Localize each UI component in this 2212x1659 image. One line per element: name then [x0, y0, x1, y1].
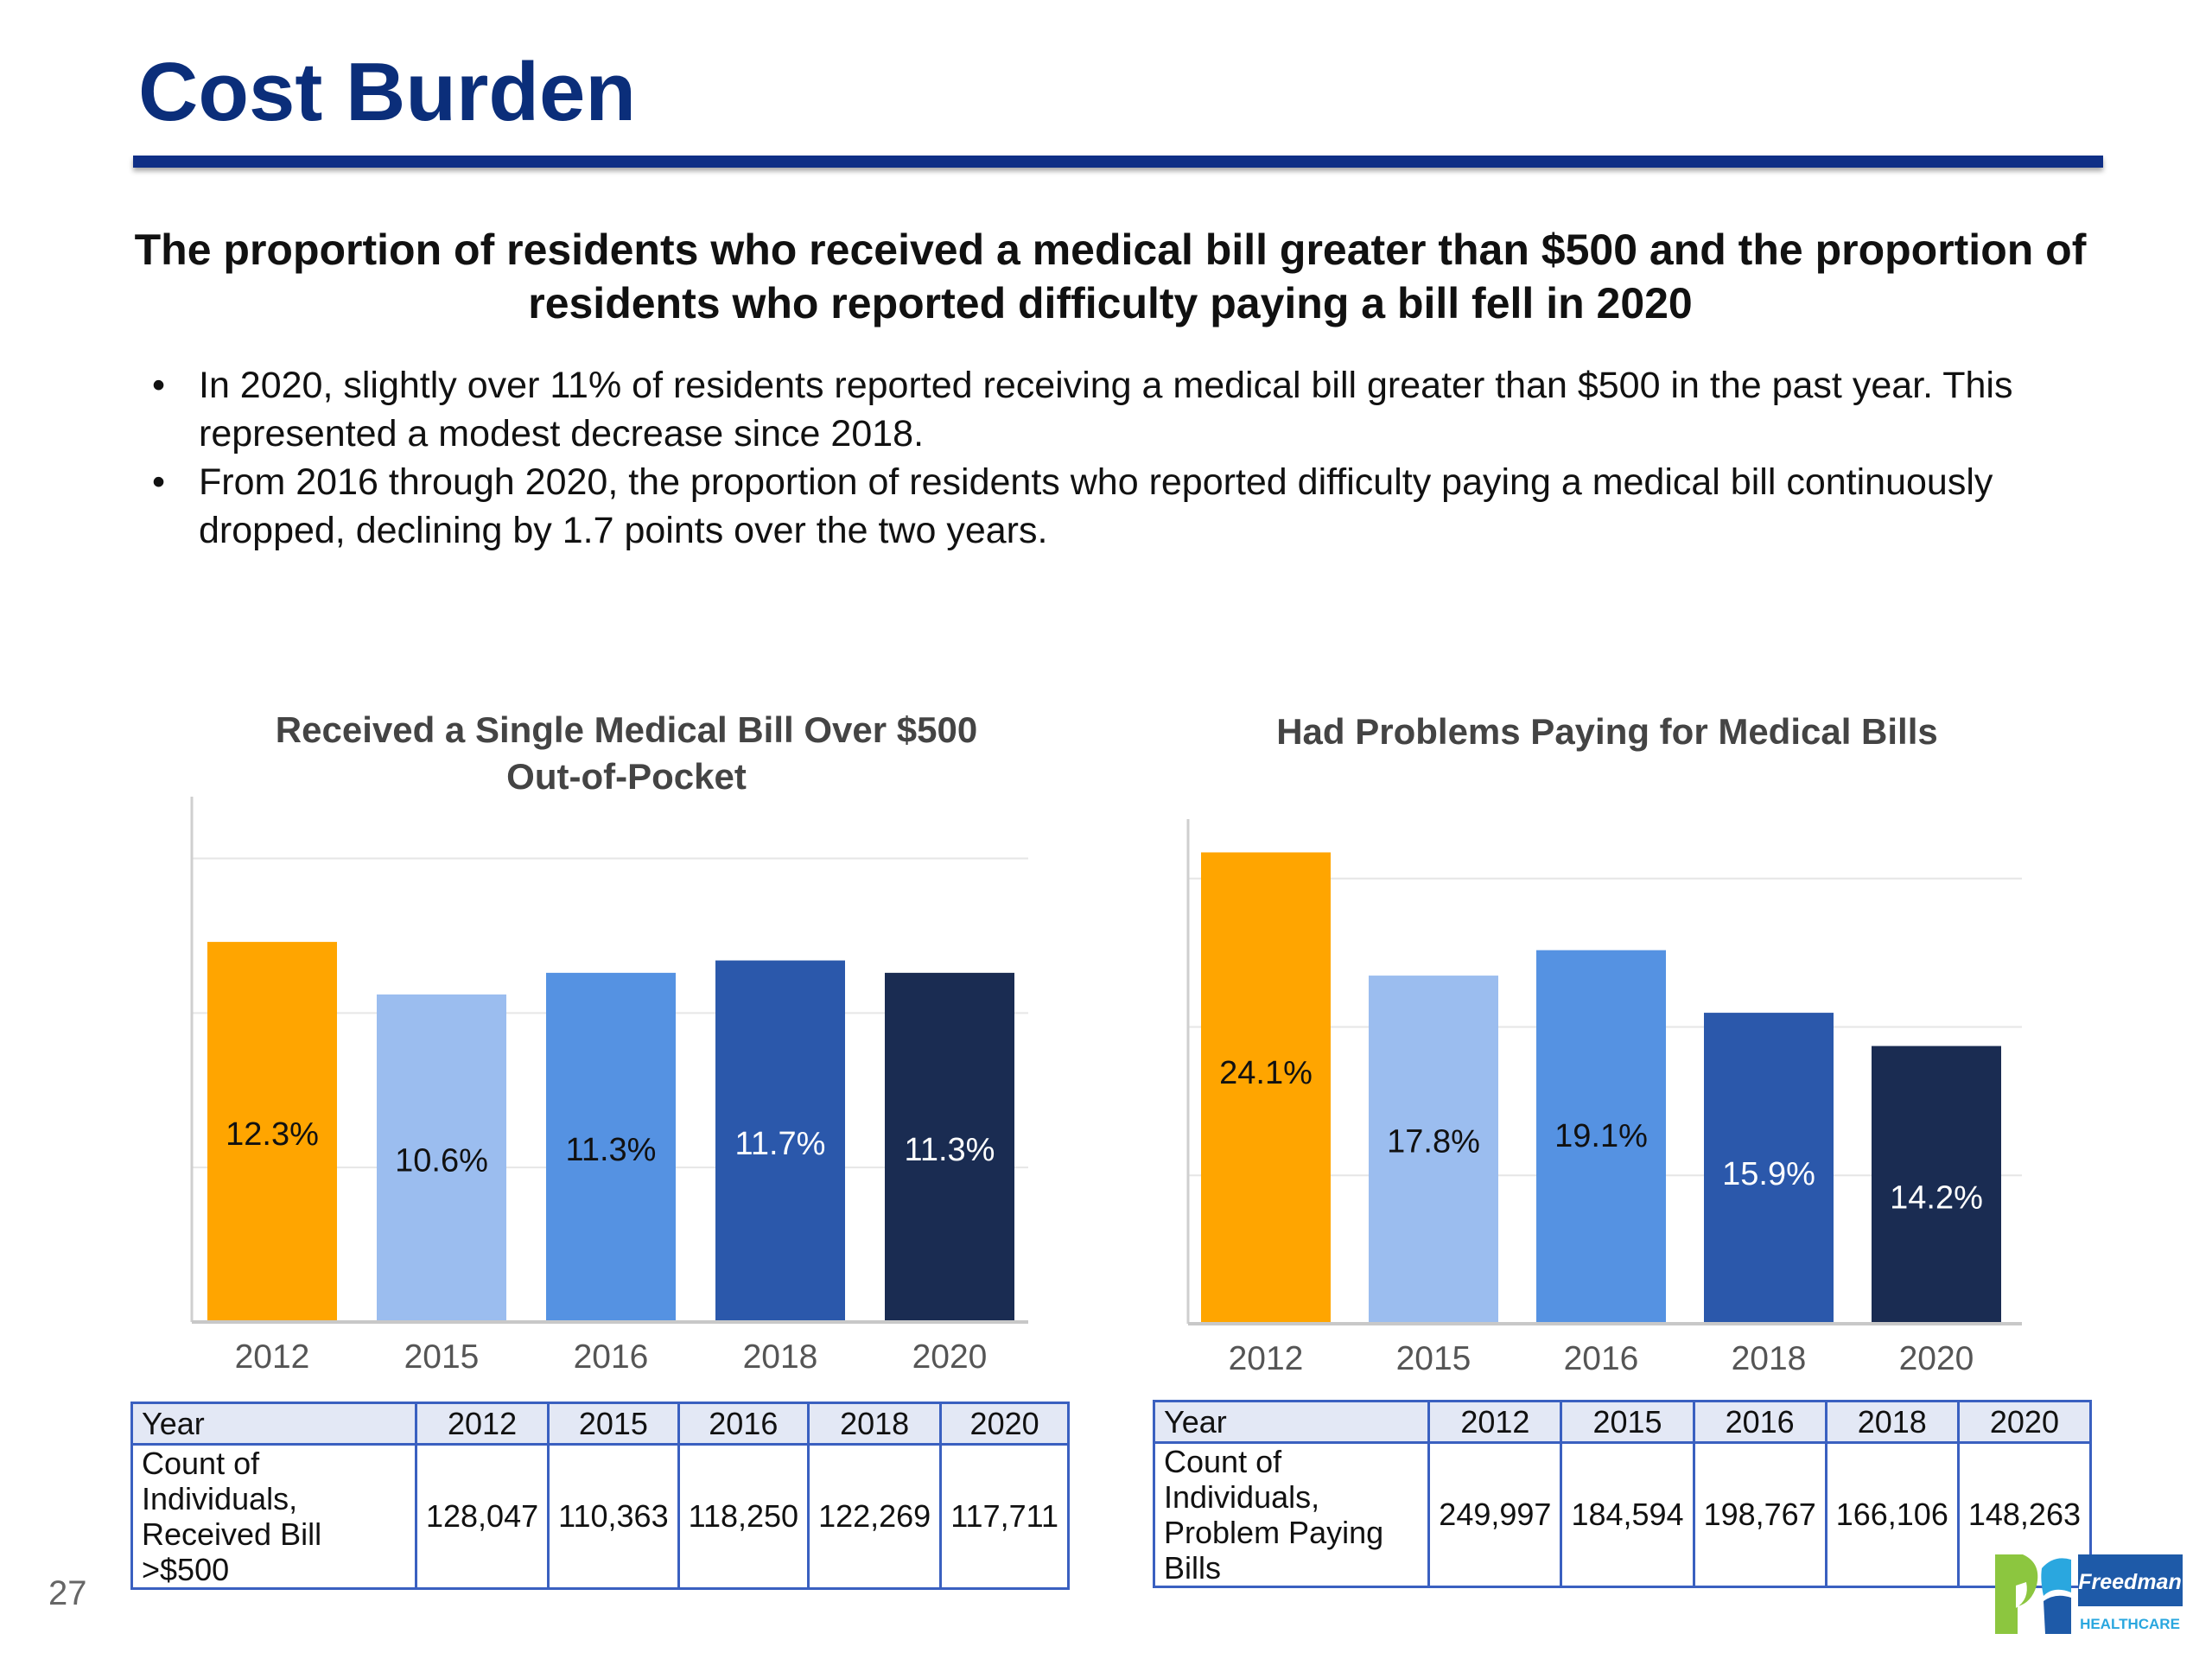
table-cell: 117,711 [939, 1443, 1070, 1590]
table-row-label: Count of Individuals, Received Bill >$500 [130, 1443, 417, 1590]
table-header-year: 2012 [1427, 1400, 1563, 1444]
x-tick-label: 2018 [743, 1338, 818, 1376]
bar-value-label: 11.7% [735, 1126, 826, 1162]
table-header-year: 2016 [677, 1402, 810, 1446]
table-header-label: Year [130, 1402, 417, 1446]
bar-value-label: 17.8% [1387, 1124, 1480, 1160]
table-header-year: 2015 [547, 1402, 680, 1446]
table-cell: 110,363 [547, 1443, 680, 1590]
bullet-list: In 2020, slightly over 11% of residents … [147, 361, 2117, 555]
chart-2-title: Had Problems Paying for Medical Bills [1276, 711, 1938, 752]
headline: The proportion of residents who received… [134, 226, 2087, 327]
bar-value-label: 11.3% [905, 1132, 995, 1168]
bar-value-label: 19.1% [1554, 1118, 1648, 1154]
table-header-year: 2018 [1824, 1400, 1960, 1444]
table-row-label: Count of Individuals, Problem Paying Bill… [1152, 1441, 1431, 1588]
x-tick-label: 2018 [1732, 1340, 1807, 1377]
table-cell: 122,269 [807, 1443, 943, 1590]
table-header-row: Year 2012 2015 2016 2018 2020 [130, 1402, 1070, 1446]
x-tick-label: 2012 [1229, 1340, 1304, 1377]
table-cell: 166,106 [1824, 1441, 1960, 1588]
x-tick-label: 2020 [912, 1338, 988, 1376]
table-cell: 249,997 [1427, 1441, 1563, 1588]
bar-value-label: 24.1% [1219, 1055, 1313, 1091]
bullet-item: In 2020, slightly over 11% of residents … [147, 361, 2117, 458]
table-cell: 118,250 [677, 1443, 810, 1590]
bar [1872, 1046, 2001, 1324]
chart-1-title: Received a Single Medical Bill Over $500… [275, 709, 978, 797]
bar-value-label: 14.2% [1890, 1179, 1983, 1216]
bar [1369, 976, 1498, 1324]
x-tick-label: 2012 [235, 1338, 310, 1376]
bar [1201, 852, 1331, 1324]
x-tick-label: 2016 [574, 1338, 649, 1376]
bar [207, 942, 337, 1322]
table-header-year: 2018 [807, 1402, 943, 1446]
page-number: 27 [48, 1574, 87, 1612]
bar [715, 960, 845, 1322]
bar [377, 994, 506, 1322]
table-header-row: Year 2012 2015 2016 2018 2020 [1152, 1400, 2093, 1444]
logo-brand-text: Freedman [2078, 1570, 2181, 1594]
x-tick-label: 2016 [1564, 1340, 1639, 1377]
counts-table-2: Year 2012 2015 2016 2018 2020 Count of I… [1152, 1400, 2093, 1588]
bar [546, 972, 676, 1322]
page-title: Cost Burden [138, 46, 636, 138]
bar-value-label: 10.6% [395, 1142, 488, 1179]
table-header-year: 2015 [1560, 1400, 1695, 1444]
table-header-year: 2016 [1692, 1400, 1827, 1444]
table-header-year: 2012 [414, 1402, 550, 1446]
table-header-year: 2020 [1956, 1400, 2093, 1444]
bar [1536, 950, 1666, 1324]
counts-table-1: Year 2012 2015 2016 2018 2020 Count of I… [130, 1402, 1070, 1590]
title-rule [133, 156, 2103, 168]
bar [1704, 1013, 1834, 1324]
bar-value-label: 15.9% [1722, 1156, 1815, 1192]
table-cell: 198,767 [1692, 1441, 1827, 1588]
bar [885, 972, 1014, 1322]
bullet-item: From 2016 through 2020, the proportion o… [147, 458, 2117, 555]
table-row: Count of Individuals, Problem Paying Bill… [1152, 1441, 2093, 1588]
logo-sub-text: HEALTHCARE [2080, 1616, 2180, 1632]
x-tick-label: 2015 [1396, 1340, 1471, 1377]
table-cell: 184,594 [1560, 1441, 1695, 1588]
table-header-label: Year [1152, 1400, 1431, 1444]
bar-value-label: 12.3% [226, 1116, 319, 1153]
x-tick-label: 2020 [1899, 1340, 1974, 1377]
table-header-year: 2020 [939, 1402, 1070, 1446]
freedman-healthcare-logo-icon: Freedman HEALTHCARE [1995, 1554, 2183, 1634]
table-cell: 128,047 [414, 1443, 550, 1590]
x-tick-label: 2015 [404, 1338, 480, 1376]
bar-value-label: 11.3% [566, 1132, 657, 1168]
table-row: Count of Individuals, Received Bill >$500… [130, 1443, 1070, 1590]
